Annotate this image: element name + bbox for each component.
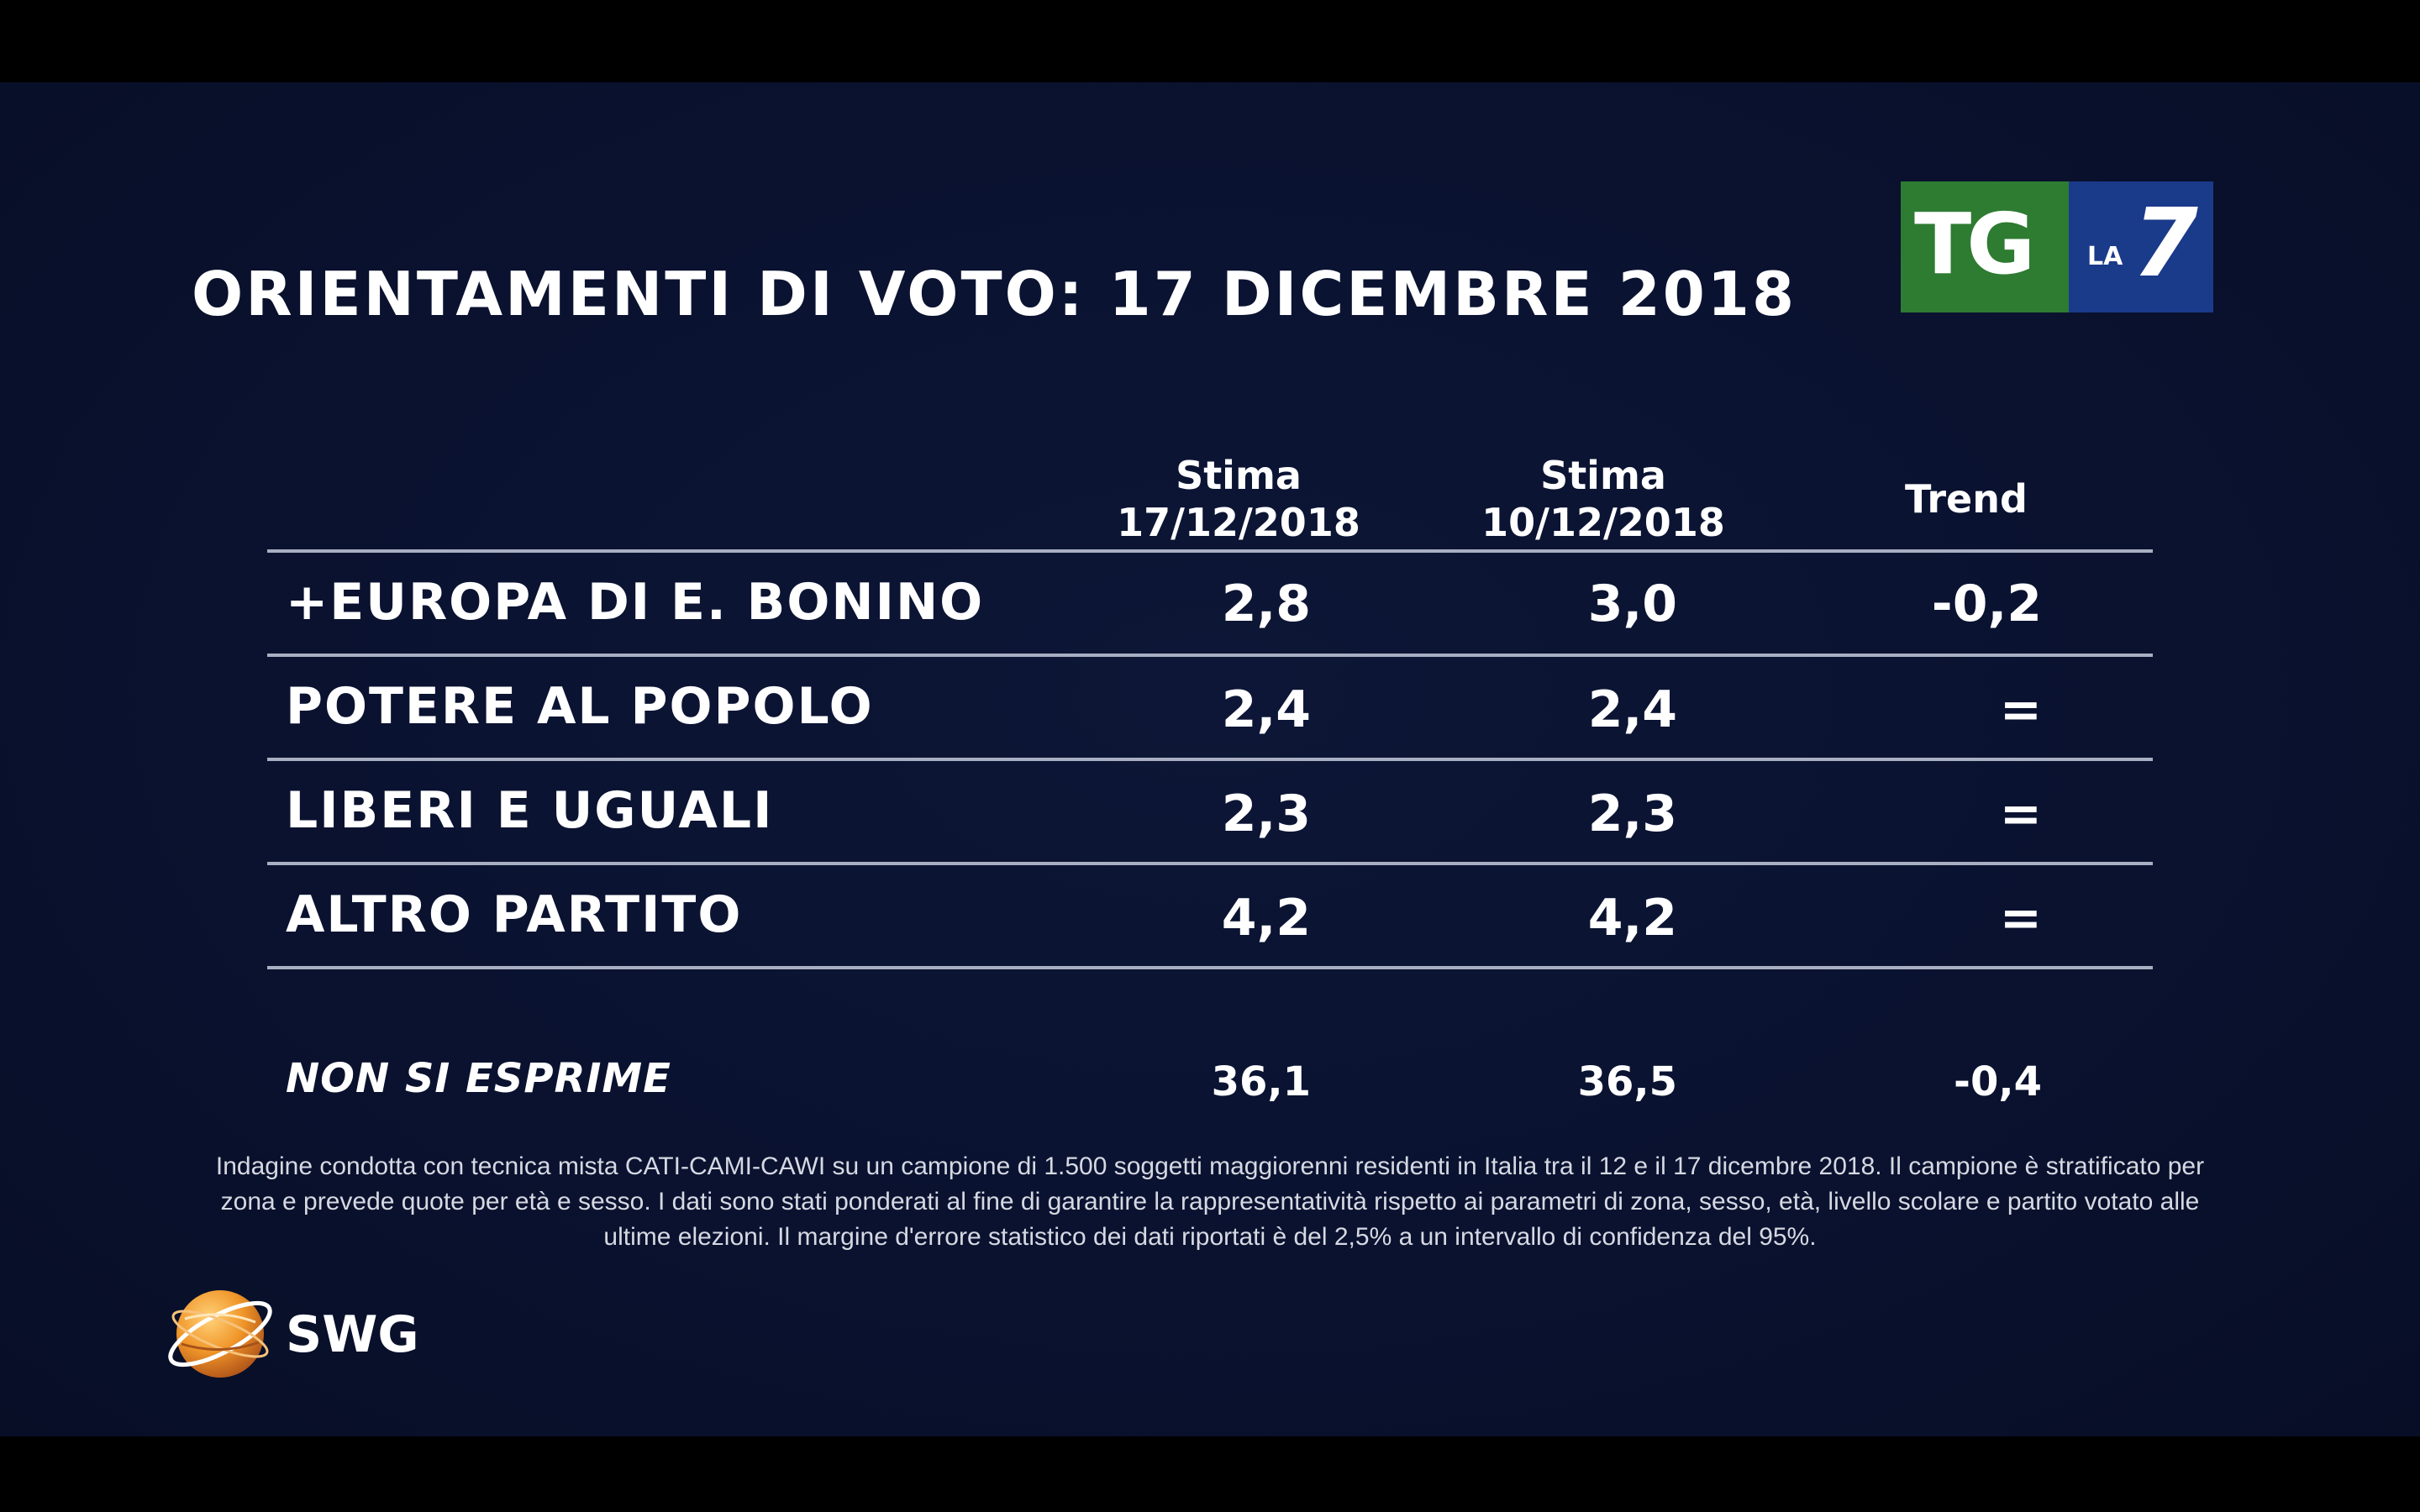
logo-tg-block: TG xyxy=(1901,181,2069,312)
column-header-3-line1: Trend xyxy=(1905,476,2028,522)
table-cell-stima-10: 2,3 xyxy=(1587,785,1677,843)
table-rule xyxy=(267,549,2153,553)
table-cell-stima-17: 2,4 xyxy=(1221,680,1311,739)
broadcast-screen: ORIENTAMENTI DI VOTO: 17 DICEMBRE 2018 T… xyxy=(0,82,2420,1436)
table-rule xyxy=(267,862,2153,865)
table-cell-trend: -0,2 xyxy=(1931,575,2042,633)
column-header-1-line2: 17/12/2018 xyxy=(1117,500,1360,545)
column-header-2-line1: Stima xyxy=(1540,453,1666,498)
tg-la7-logo: TG LA 7 xyxy=(1901,181,2213,312)
table-cell-trend: = xyxy=(1999,785,2042,843)
table-cell-stima-17: 2,3 xyxy=(1221,785,1311,843)
logo-7-text: 7 xyxy=(2133,189,2198,298)
non-si-esprime-stima-17: 36,1 xyxy=(1211,1058,1311,1105)
logo-tg-text: TG xyxy=(1914,195,2035,293)
non-si-esprime-stima-10: 36,5 xyxy=(1577,1058,1677,1105)
page-title: ORIENTAMENTI DI VOTO: 17 DICEMBRE 2018 xyxy=(192,259,1797,329)
table-cell-trend: = xyxy=(1999,680,2042,739)
methodology-note: Indagine condotta con tecnica mista CATI… xyxy=(215,1152,2205,1251)
column-header-2-line2: 10/12/2018 xyxy=(1481,500,1725,545)
table-rule xyxy=(267,758,2153,761)
table-cell-stima-10: 4,2 xyxy=(1587,889,1677,948)
column-header-3: Trend xyxy=(1874,475,2059,522)
table-cell-stima-10: 2,4 xyxy=(1587,680,1677,739)
table-rule xyxy=(267,654,2153,657)
table-row-label: LIBERI E UGUALI xyxy=(286,781,774,840)
column-header-2: Stima 10/12/2018 xyxy=(1452,452,1754,546)
column-header-1: Stima 17/12/2018 xyxy=(1087,452,1390,546)
globe-icon xyxy=(168,1290,272,1378)
logo-la-text: LA xyxy=(2087,242,2123,271)
table-cell-stima-17: 4,2 xyxy=(1221,889,1311,948)
column-header-1-line1: Stima xyxy=(1176,453,1302,498)
table-row-label: +EUROPA DI E. BONINO xyxy=(286,573,985,632)
non-si-esprime-trend: -0,4 xyxy=(1954,1058,2042,1105)
table-row-label: ALTRO PARTITO xyxy=(286,885,743,944)
table-cell-trend: = xyxy=(1999,889,2042,948)
non-si-esprime-label: NON SI ESPRIME xyxy=(286,1055,671,1102)
swg-text: SWG xyxy=(286,1305,419,1364)
table-cell-stima-17: 2,8 xyxy=(1221,575,1311,633)
table-rule xyxy=(267,966,2153,969)
table-cell-stima-10: 3,0 xyxy=(1587,575,1677,633)
swg-logo: SWG xyxy=(160,1275,445,1393)
logo-la7-block: LA 7 xyxy=(2069,181,2213,312)
table-row-label: POTERE AL POPOLO xyxy=(286,677,874,736)
